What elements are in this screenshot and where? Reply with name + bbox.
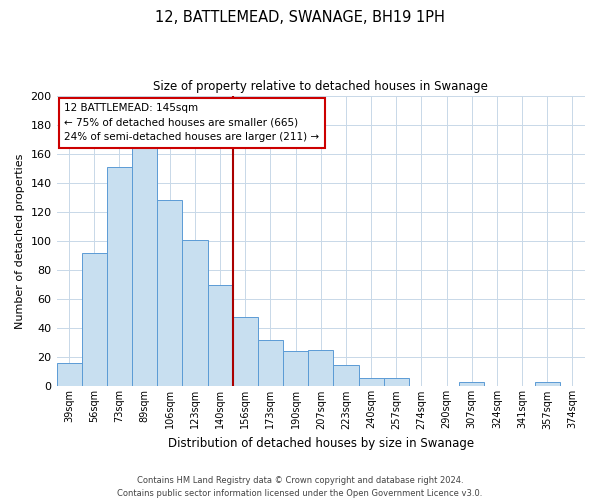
Bar xyxy=(56,363,82,386)
Bar xyxy=(283,352,308,386)
Text: 12, BATTLEMEAD, SWANAGE, BH19 1PH: 12, BATTLEMEAD, SWANAGE, BH19 1PH xyxy=(155,10,445,25)
Bar xyxy=(233,316,258,386)
Bar xyxy=(535,382,560,386)
Bar xyxy=(459,382,484,386)
Title: Size of property relative to detached houses in Swanage: Size of property relative to detached ho… xyxy=(154,80,488,93)
Text: 12 BATTLEMEAD: 145sqm
← 75% of detached houses are smaller (665)
24% of semi-det: 12 BATTLEMEAD: 145sqm ← 75% of detached … xyxy=(64,103,320,142)
X-axis label: Distribution of detached houses by size in Swanage: Distribution of detached houses by size … xyxy=(168,437,474,450)
Bar xyxy=(308,350,334,387)
Bar xyxy=(157,200,182,386)
Bar xyxy=(107,167,132,386)
Bar xyxy=(383,378,409,386)
Bar xyxy=(132,146,157,386)
Text: Contains HM Land Registry data © Crown copyright and database right 2024.
Contai: Contains HM Land Registry data © Crown c… xyxy=(118,476,482,498)
Bar xyxy=(82,252,107,386)
Bar xyxy=(334,364,359,386)
Bar xyxy=(359,378,383,386)
Bar xyxy=(258,340,283,386)
Y-axis label: Number of detached properties: Number of detached properties xyxy=(15,154,25,328)
Bar xyxy=(208,284,233,386)
Bar xyxy=(182,240,208,386)
